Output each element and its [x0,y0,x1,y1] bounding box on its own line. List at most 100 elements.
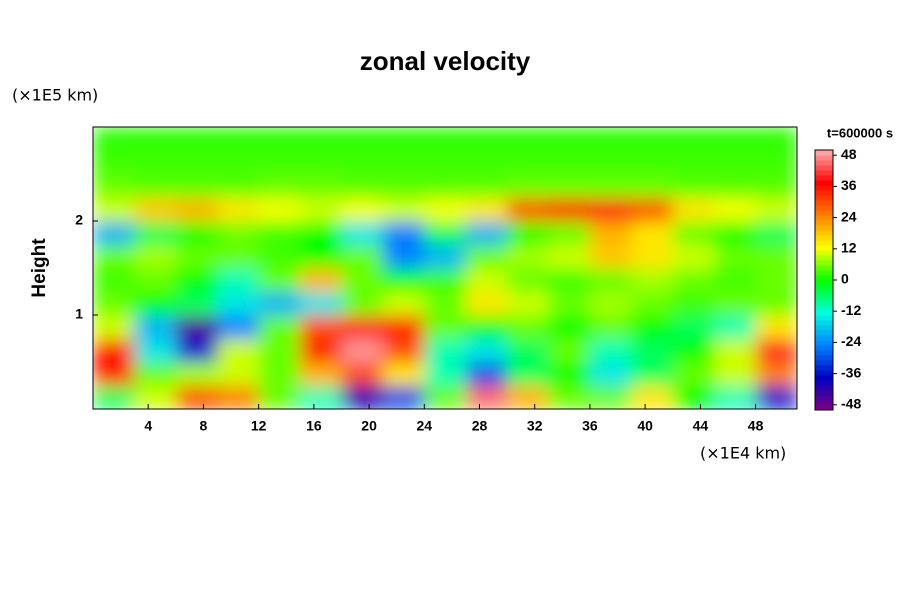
x-tick-label: 16 [306,418,322,434]
heatmap-cell [258,244,301,269]
heatmap-cell [507,362,550,386]
colorbar-tick-label: -36 [841,364,861,380]
heatmap-cell [589,385,632,409]
heatmap-cell [465,150,508,175]
heatmap-cell [589,338,632,363]
heatmap-cell [258,315,301,339]
colorbar-swatch [815,265,833,271]
colorbar-swatch [815,300,833,306]
heatmap-cell [631,174,674,198]
heatmap-cell [300,291,342,316]
heatmap-cell [755,362,797,386]
y-tick-label: 1 [75,306,83,322]
heatmap-cell [341,338,384,363]
heatmap-cell [714,127,757,151]
colorbar-swatch [815,285,833,291]
heatmap-cell [755,244,797,269]
colorbar-swatch [815,180,833,186]
heatmap-cell [631,150,674,175]
heatmap-cell [341,127,384,151]
colorbar-swatch [815,255,833,261]
heatmap-cell [507,385,550,409]
x-tick-label: 44 [693,418,709,434]
colorbar-swatch [815,345,833,351]
heatmap-cell [217,221,260,245]
colorbar-swatch [815,250,833,256]
heatmap-cell [672,291,715,316]
heatmap-cell [217,362,260,386]
colorbar-swatch [815,245,833,251]
heatmap-cell [672,221,715,245]
heatmap-cell [258,150,301,175]
heatmap-cell [631,362,674,386]
heatmap-cell [465,385,508,409]
heatmap-cell [341,244,384,269]
colorbar-swatch [815,210,833,216]
colorbar-swatch [815,175,833,181]
heatmap-cell [424,268,467,292]
colorbar-swatch [815,150,833,156]
heatmap-cell [631,338,674,363]
heatmap-cell [465,244,508,269]
heatmap-cell [93,197,135,222]
heatmap-cell [465,291,508,316]
heatmap-cell [258,385,301,409]
heatmap-cell [589,244,632,269]
heatmap-cell [755,268,797,292]
x-tick-label: 4 [144,418,152,434]
heatmap-cell [382,127,425,151]
heatmap-cell [217,315,260,339]
heatmap-cell [300,385,342,409]
heatmap-cell [507,221,550,245]
colorbar-tick-label: -12 [841,302,861,318]
heatmap-cell [465,174,508,198]
colorbar-swatch [815,325,833,331]
heatmap-cell [714,338,757,363]
heatmap-cell [341,221,384,245]
colorbar-swatch [815,225,833,231]
heatmap [93,127,797,409]
heatmap-cell [548,244,591,269]
heatmap-cell [548,385,591,409]
x-tick-label: 40 [637,418,653,434]
heatmap-cell [714,315,757,339]
heatmap-cell [548,338,591,363]
heatmap-cell [258,268,301,292]
heatmap-cell [382,362,425,386]
colorbar-tick-label: 0 [841,271,849,287]
heatmap-cell [631,127,674,151]
heatmap-cell [465,362,508,386]
colorbar-tick-label: 24 [841,208,857,224]
heatmap-cell [548,268,591,292]
colorbar-swatch [815,335,833,341]
colorbar-swatch [815,205,833,211]
heatmap-cell [134,268,177,292]
heatmap-cell [341,268,384,292]
heatmap-cell [465,127,508,151]
colorbar-swatch [815,310,833,316]
heatmap-cell [424,127,467,151]
heatmap-cell [217,291,260,316]
heatmap-cell [672,315,715,339]
heatmap-cell [672,197,715,222]
colorbar-swatch [815,200,833,206]
heatmap-cell [134,362,177,386]
heatmap-cell [507,268,550,292]
heatmap-cell [424,244,467,269]
colorbar-swatch [815,295,833,301]
x-tick-label: 28 [472,418,488,434]
heatmap-cell [217,174,260,198]
heatmap-cell [93,362,135,386]
heatmap-cell [589,197,632,222]
heatmap-cell [589,362,632,386]
colorbar-swatch [815,350,833,356]
heatmap-cell [589,174,632,198]
heatmap-cell [424,338,467,363]
heatmap-cell [300,362,342,386]
heatmap-cell [382,315,425,339]
heatmap-cell [714,244,757,269]
colorbar-tick-label: -24 [841,333,861,349]
heatmap-cell [175,221,218,245]
heatmap-cell [93,315,135,339]
colorbar-swatch [815,405,833,411]
